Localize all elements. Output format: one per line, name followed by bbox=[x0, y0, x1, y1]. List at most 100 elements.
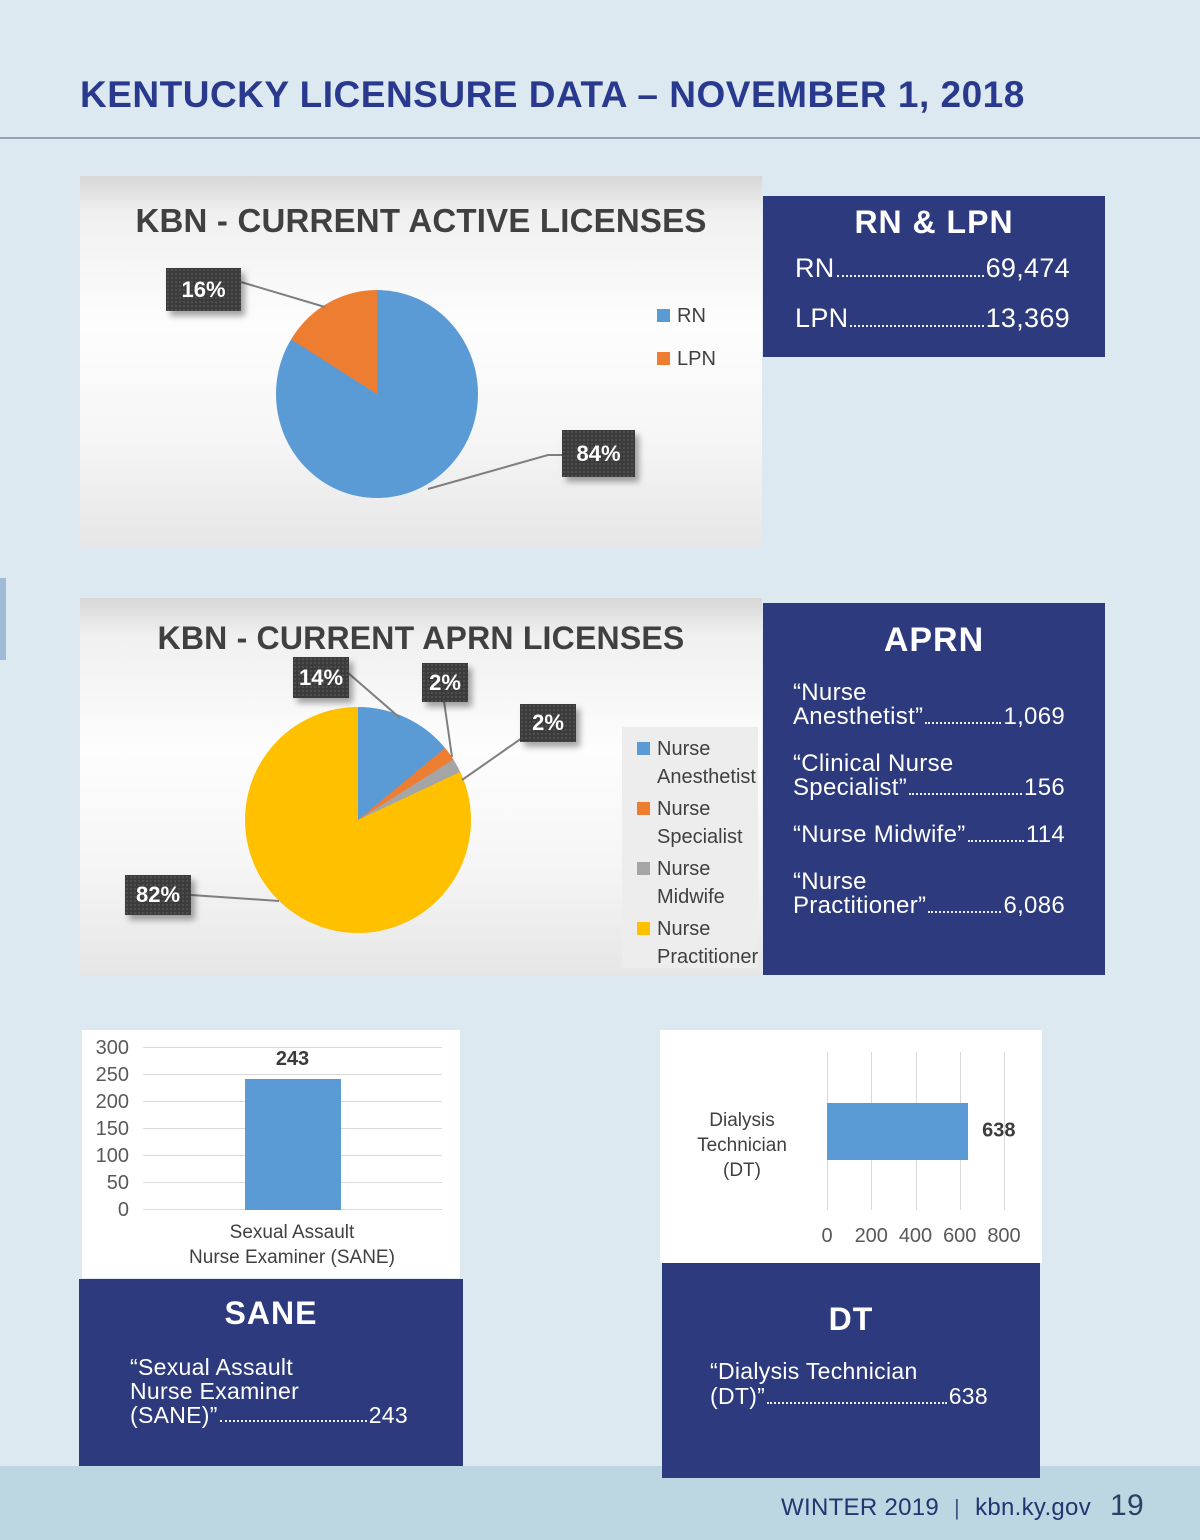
info-entry: “Clinical Nurse Specialist” 156 bbox=[793, 752, 1065, 800]
gridline bbox=[143, 1074, 442, 1075]
legend-item-specialist: Nurse Specialist bbox=[637, 795, 749, 851]
info-box-title: APRN bbox=[883, 621, 985, 659]
x-axis-tick-label: 800 bbox=[987, 1225, 1021, 1247]
entry-value: 114 bbox=[1025, 821, 1065, 848]
footer-issue: WINTER 2019 bbox=[781, 1494, 940, 1521]
practitioner-swatch bbox=[637, 922, 650, 935]
entry-value: 1,069 bbox=[1003, 703, 1065, 730]
x-axis-tick-label: 600 bbox=[943, 1225, 977, 1247]
x-axis-tick-label: 0 bbox=[821, 1225, 833, 1247]
midwife-swatch bbox=[637, 862, 650, 875]
footer-band bbox=[0, 1466, 1200, 1540]
aprn-info-box: APRN “Nurse Anesthetist” 1,069 “Clinical… bbox=[763, 603, 1105, 975]
dt-plot: 638 0 200 400 600 800 bbox=[821, 1052, 1021, 1246]
dotted-leader bbox=[836, 275, 984, 277]
info-box-entries: “Nurse Anesthetist” 1,069 “Clinical Nurs… bbox=[793, 681, 1065, 918]
y-axis-tick-label: 50 bbox=[106, 1172, 129, 1194]
pie-data-label: 2% bbox=[520, 704, 576, 742]
dotted-leader bbox=[967, 840, 1024, 842]
entry-value: 243 bbox=[368, 1402, 408, 1428]
sane-bar-value-label: 243 bbox=[275, 1047, 310, 1070]
info-entry: “Dialysis Technician (DT)” 638 bbox=[710, 1359, 988, 1409]
specialist-swatch bbox=[637, 802, 650, 815]
y-axis-tick-label: 100 bbox=[95, 1145, 129, 1167]
info-entry: “Nurse Midwife” 114 bbox=[793, 823, 1065, 847]
pie-data-label: 82% bbox=[125, 875, 191, 915]
dt-chart-panel: 638 0 200 400 600 800 Dialysis Technician (D… bbox=[660, 1030, 1042, 1263]
rn-swatch bbox=[657, 309, 670, 322]
sane-info-box: SANE “Sexual Assault Nurse Examiner (SAN… bbox=[79, 1279, 463, 1473]
anesthetist-swatch bbox=[637, 742, 650, 755]
entry-label-line: “Clinical Nurse bbox=[793, 750, 954, 777]
chart-title: KBN - CURRENT ACTIVE LICENSES bbox=[135, 202, 707, 239]
entry-label: LPN bbox=[795, 303, 849, 333]
dt-bar bbox=[827, 1103, 969, 1160]
pie-data-label: 84% bbox=[562, 430, 635, 477]
entry-label-line: “Nurse bbox=[793, 679, 867, 706]
gridline bbox=[143, 1047, 442, 1048]
dt-category-label: Dialysis Technician (DT) bbox=[697, 1110, 787, 1181]
entry-label: (DT)” bbox=[710, 1383, 766, 1409]
y-axis-tick-label: 0 bbox=[117, 1199, 129, 1221]
legend-label: Nurse Anesthetist bbox=[657, 738, 756, 788]
y-axis-tick-label: 200 bbox=[95, 1091, 129, 1113]
sane-plot: 243 0 50 100 150 200 250 300 bbox=[96, 1038, 442, 1220]
info-box-entries: “Sexual Assault Nurse Examiner (SANE)” 2… bbox=[130, 1355, 408, 1427]
info-box-entries: RN 69,474 LPN 13,369 bbox=[795, 254, 1070, 332]
dt-info-box: DT “Dialysis Technician (DT)” 638 bbox=[662, 1263, 1040, 1478]
x-axis-tick-label: 200 bbox=[854, 1225, 888, 1247]
entry-label: (SANE)” bbox=[130, 1402, 218, 1428]
entry-value: 156 bbox=[1024, 774, 1065, 801]
y-axis-tick-label: 250 bbox=[95, 1064, 129, 1086]
info-entry: “Nurse Anesthetist” 1,069 bbox=[793, 681, 1065, 729]
legend-item-practitioner: Nurse Practitioner bbox=[637, 915, 758, 971]
info-entry: “Nurse Practitioner” 6,086 bbox=[793, 870, 1065, 918]
legend-label: LPN bbox=[677, 348, 716, 370]
footer-separator: | bbox=[954, 1495, 961, 1520]
aprn-chart-panel: KBN - CURRENT APRN LICENSES 14% 2% 2% 82… bbox=[80, 598, 762, 975]
legend-label: Nurse Midwife bbox=[657, 858, 725, 908]
page-footer: WINTER 2019 | kbn.ky.gov 19 bbox=[781, 1489, 1144, 1523]
info-box-entries: “Dialysis Technician (DT)” 638 bbox=[710, 1359, 988, 1409]
entry-value: 638 bbox=[948, 1383, 988, 1409]
entry-label: Practitioner” bbox=[793, 892, 927, 919]
entry-value: 6,086 bbox=[1003, 892, 1065, 919]
entry-value: 13,369 bbox=[985, 303, 1070, 333]
sane-category-label: Sexual Assault Nurse Examiner (SANE) bbox=[189, 1222, 395, 1268]
gridline bbox=[1004, 1052, 1005, 1210]
dotted-leader bbox=[909, 793, 1023, 795]
info-box-title: SANE bbox=[224, 1295, 318, 1331]
entry-value: 69,474 bbox=[985, 253, 1070, 283]
dt-bar-value-label: 638 bbox=[982, 1119, 1016, 1142]
entry-label-line: “Dialysis Technician bbox=[710, 1358, 918, 1384]
aprn-legend-panel: Nurse Anesthetist Nurse Specialist Nurse… bbox=[622, 727, 758, 968]
chart-title: KBN - CURRENT APRN LICENSES bbox=[157, 620, 685, 656]
entry-label: Anesthetist” bbox=[793, 703, 924, 730]
lpn-swatch bbox=[657, 352, 670, 365]
dotted-leader bbox=[928, 911, 1002, 913]
pie-data-label: 16% bbox=[166, 268, 241, 311]
active-licenses-chart-panel: KBN - CURRENT ACTIVE LICENSES 16% 84% RN… bbox=[80, 176, 762, 548]
info-entry: LPN 13,369 bbox=[795, 304, 1070, 332]
page-number: 19 bbox=[1110, 1489, 1144, 1522]
entry-label: “Nurse Midwife” bbox=[793, 821, 966, 848]
pie-data-label: 14% bbox=[293, 657, 349, 698]
dotted-leader bbox=[767, 1402, 947, 1404]
x-axis-tick-label: 400 bbox=[898, 1225, 933, 1247]
entry-label-line: “Sexual Assault bbox=[130, 1354, 294, 1380]
y-axis-tick-label: 150 bbox=[95, 1118, 129, 1140]
pie-data-label: 2% bbox=[422, 663, 468, 702]
info-box-title: RN & LPN bbox=[854, 204, 1014, 240]
dotted-leader bbox=[925, 722, 1002, 724]
legend-item-rn: RN bbox=[657, 302, 706, 330]
entry-label-line: “Nurse bbox=[793, 868, 867, 895]
legend-label: RN bbox=[677, 305, 706, 327]
rn-lpn-info-box: RN & LPN RN 69,474 LPN 13,369 bbox=[763, 196, 1105, 357]
active-licenses-pie bbox=[276, 290, 478, 498]
dotted-leader bbox=[850, 325, 984, 327]
y-axis-tick-label: 300 bbox=[95, 1037, 129, 1059]
legend-label: Nurse Specialist bbox=[657, 798, 743, 848]
entry-label: RN bbox=[795, 253, 835, 283]
left-edge-tab bbox=[0, 578, 6, 660]
sane-bar bbox=[244, 1078, 341, 1210]
